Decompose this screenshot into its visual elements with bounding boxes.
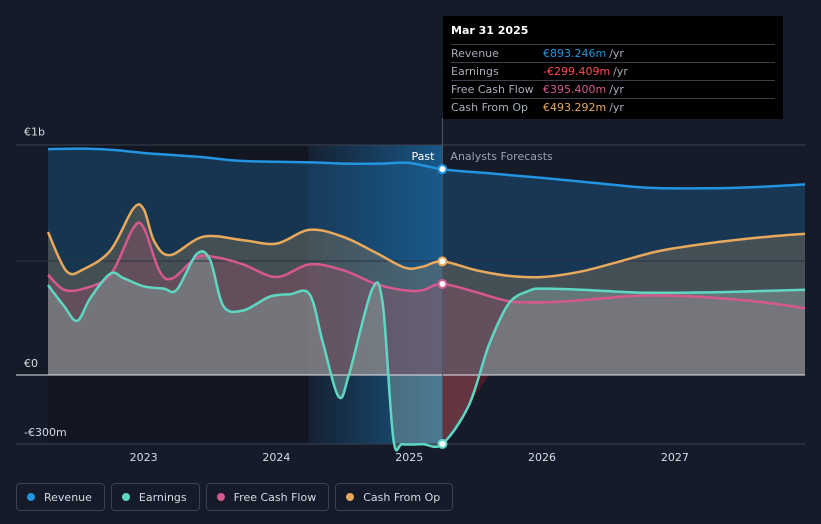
tooltip-unit: /yr [609, 83, 624, 96]
legend-label: Free Cash Flow [233, 490, 317, 504]
cash-from-op-marker [437, 256, 448, 267]
forecast-label: Analysts Forecasts [450, 150, 553, 163]
tooltip-unit: /yr [609, 47, 624, 60]
legend-dot-icon [216, 493, 225, 501]
tooltip-row-cash-from-op: Cash From Op €493.292m/yr [451, 98, 775, 116]
free-cash-flow-line [47, 221, 806, 310]
tooltip-label: Revenue [451, 47, 499, 60]
earnings-loss-area [442, 375, 492, 444]
tooltip-label: Earnings [451, 65, 499, 78]
legend-item-revenue[interactable]: Revenue [16, 483, 105, 511]
tooltip-value: -€299.409m [543, 65, 611, 78]
legend-dot-icon [121, 493, 130, 501]
data-tooltip: Mar 31 2025 Revenue €893.246m/yr Earning… [443, 16, 783, 119]
legend-item-cash-from-op[interactable]: Cash From Op [335, 483, 454, 511]
legend-item-free-cash-flow[interactable]: Free Cash Flow [205, 483, 330, 511]
tooltip-unit: /yr [613, 65, 628, 78]
tooltip-row-free-cash-flow: Free Cash Flow €395.400m/yr [451, 80, 775, 98]
tooltip-unit: /yr [609, 101, 624, 114]
legend-label: Earnings [138, 490, 187, 504]
tooltip-value: €395.400m [543, 83, 607, 96]
x-tick-label: 2026 [528, 451, 556, 464]
legend-label: Revenue [44, 490, 92, 504]
earnings-marker [437, 438, 448, 449]
x-tick-label: 2023 [130, 451, 158, 464]
chart-background-layer [48, 145, 443, 444]
earnings-line [47, 250, 806, 452]
y-tick-label: €0 [24, 357, 38, 370]
tooltip-value: €493.292m [543, 101, 607, 114]
y-tick-label: €1b [24, 126, 45, 139]
free-cash-flow-area [48, 222, 805, 375]
legend-dot-icon [27, 493, 35, 501]
tooltip-value: €893.246m [543, 47, 607, 60]
legend-label: Cash From Op [363, 490, 441, 504]
earnings-area [48, 251, 805, 451]
x-tick-label: 2025 [395, 451, 423, 464]
revenue-marker [437, 164, 448, 175]
tooltip-row-earnings: Earnings -€299.409m/yr [451, 62, 775, 80]
revenue-area [48, 148, 805, 375]
legend-item-earnings[interactable]: Earnings [110, 483, 200, 511]
past-band-highlight [308, 145, 443, 444]
tooltip-label: Cash From Op [451, 101, 529, 114]
chart-markers-layer [437, 164, 448, 449]
tooltip-label: Free Cash Flow [451, 83, 534, 96]
free-cash-flow-marker [437, 278, 448, 289]
revenue-line [47, 147, 806, 190]
past-label: Past [411, 150, 435, 163]
chart-labels-layer: €1b €0 -€300m 2023 2024 2025 2026 2027 Past Analy… [24, 126, 689, 465]
chart-legend: Revenue Earnings Free Cash Flow Cash Fro… [16, 483, 459, 511]
x-tick-label: 2024 [262, 451, 290, 464]
legend-dot-icon [346, 493, 355, 501]
tooltip-row-revenue: Revenue €893.246m/yr [451, 44, 775, 62]
chart-lines-layer [46, 147, 806, 452]
y-tick-label: -€300m [24, 426, 67, 439]
cash-from-op-line [46, 203, 806, 279]
tooltip-date: Mar 31 2025 [451, 24, 529, 37]
x-tick-label: 2027 [661, 451, 689, 464]
